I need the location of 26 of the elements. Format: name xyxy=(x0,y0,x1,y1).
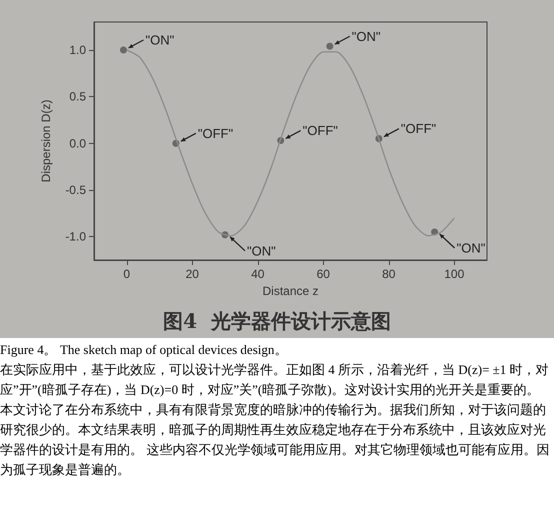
x-tick-label: 80 xyxy=(382,267,396,281)
annotation: "OFF" xyxy=(400,121,437,136)
x-tick-label: 60 xyxy=(316,267,330,281)
y-tick-label: -0.5 xyxy=(65,183,86,197)
point xyxy=(120,46,127,54)
text: 在实际应用中，基于此效应，可以设计光学器件。正如图 4 所示，沿着光纤，当 D(z)= ±1 时，对应”开”(暗孤子存在)，当 D(z)=0 时，对应”关”(暗孤子弥散)。这对设计实用的光开关是重要的。 xyxy=(0,361,550,399)
text: 本文讨论了在分布系统中，具有有限背景宽度的暗脉冲的传输行为。据我们所知，对于该问题的研究很少的。本文结果表明，暗孤子的周期性再生效应稳定地存在于分布系统中，且该效应对光学器件的设计是有用的。 这些内容不仅光学领域可能用应用。对其它物理领域也可能有应用。因为孤子现象是普遍的。 xyxy=(0,401,550,479)
caption: Figure 4。 The sketch map of optical devices design。 xyxy=(0,341,288,359)
annotation: "OFF" xyxy=(302,123,338,138)
annotation: "ON" xyxy=(456,240,486,256)
y-tick-label: 0.0 xyxy=(69,136,86,150)
y-tick-label: -1.0 xyxy=(65,230,86,244)
point xyxy=(326,42,334,50)
x-axis-title: Distance z xyxy=(262,284,319,298)
annotation: "OFF" xyxy=(198,126,234,141)
x-tick-label: 100 xyxy=(444,267,465,281)
y-axis-title: Dispersion D(z) xyxy=(39,100,53,182)
x-tick-label: 20 xyxy=(186,267,200,281)
x-tick-label: 40 xyxy=(251,267,265,281)
x-tick-label: 0 xyxy=(123,267,130,281)
y-tick-label: 1.0 xyxy=(69,43,86,57)
y-tick-label: 0.5 xyxy=(69,90,86,104)
annotation: "ON" xyxy=(352,28,381,44)
annotation: "ON" xyxy=(145,32,175,48)
annotation: "ON" xyxy=(247,243,276,258)
text: 图4 光学器件设计示意图 xyxy=(163,309,391,333)
